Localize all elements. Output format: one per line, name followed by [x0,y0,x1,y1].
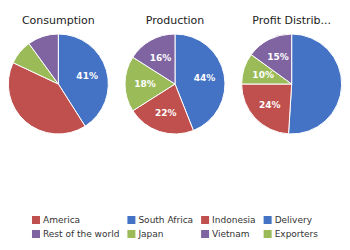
slices [8,34,108,134]
legend-label: Japan [137,229,163,239]
legend-swatch [264,230,272,238]
legend-label: America [43,215,80,225]
legend: America Rest of the world South Africa Japa… [32,215,318,239]
pie-slice [242,84,292,134]
data-label: 44% [194,73,216,83]
data-label: 22% [155,108,177,118]
legend-item: Exporters [264,229,319,239]
legend-swatch [201,230,209,238]
data-label: 18% [134,79,156,89]
legend-item: America [32,215,80,225]
pie-slice [289,34,342,134]
pie-chart: Profit Distrib... 24% 10% 15% [242,14,342,134]
chart-root: Consumption 41% Production 44% 22% 18% 16% Prof… [0,0,350,250]
legend-swatch [127,216,135,224]
legend-swatch [264,216,272,224]
data-labels: 41% [76,71,98,81]
chart-title: Consumption [22,14,95,27]
legend-label: Rest of the world [43,229,119,239]
legend-item: Delivery [264,215,313,225]
slices [242,34,342,134]
pie-slice [251,34,291,84]
data-labels: 24% 10% 15% [252,52,288,109]
legend-label: Delivery [275,215,313,225]
pie-slice [133,34,175,84]
pie-chart: Consumption 41% [8,14,108,134]
legend-item: Vietnam [201,229,250,239]
chart-title: Production [146,14,205,27]
legend-swatch [32,216,40,224]
data-label: 10% [252,70,274,80]
data-label: 16% [150,53,172,63]
legend-label: Exporters [275,229,319,239]
slices [125,34,225,134]
pie-chart: Production 44% 22% 18% 16% [125,14,225,134]
legend-item: Rest of the world [32,229,119,239]
legend-label: Vietnam [212,229,250,239]
pie-slice [29,34,58,84]
data-label: 41% [76,71,98,81]
data-label: 15% [267,52,289,62]
data-labels: 44% 22% 18% 16% [134,53,215,118]
legend-item: Indonesia [201,215,256,225]
chart-title: Profit Distrib... [252,14,331,27]
legend-item: South Africa [127,215,193,225]
data-label: 24% [259,100,281,110]
legend-swatch [127,230,135,238]
legend-label: Indonesia [212,215,256,225]
legend-swatch [201,216,209,224]
legend-swatch [32,230,40,238]
legend-item: Japan [127,229,163,239]
legend-label: South Africa [138,215,193,225]
